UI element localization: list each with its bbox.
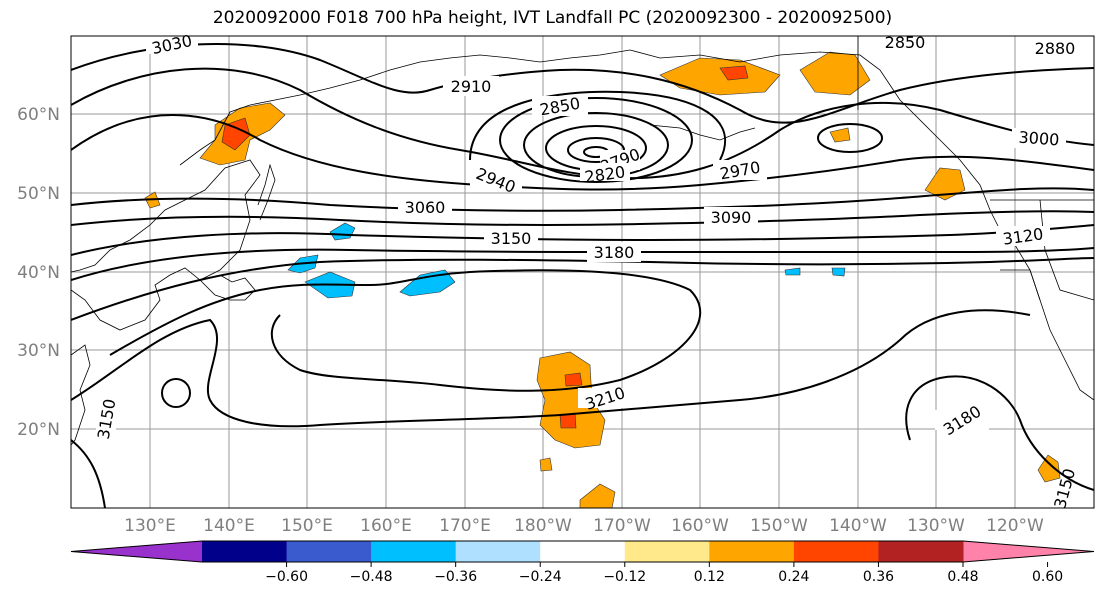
lat-label: 20°N (17, 420, 60, 440)
ivt-negative-region (329, 222, 356, 241)
ivt-shading (144, 51, 1061, 508)
ivt-negative-region (831, 267, 846, 277)
colorbar-outline (70, 540, 1095, 563)
contour-label: 3150 (491, 229, 532, 248)
contour-label: 3180 (940, 402, 985, 440)
lat-label: 30°N (17, 341, 60, 361)
lon-axis: 130°E 140°E 150°E 160°E 170°E 180°W 170°… (124, 516, 1044, 536)
colorbar-segment (709, 541, 795, 562)
lon-label: 150°W (750, 516, 808, 536)
ivt-strong-region (564, 372, 583, 387)
lon-label: 120°W (986, 516, 1044, 536)
map-frame (70, 35, 1095, 509)
contour-label: 2940 (473, 164, 518, 197)
ivt-negative-region (784, 267, 801, 276)
contour-label: 2880 (1035, 39, 1076, 58)
ivt-positive-region (1037, 454, 1061, 483)
contour-label: 2850 (885, 33, 926, 52)
colorbar-tick-label: −0.24 (519, 569, 562, 585)
colorbar-tick-label: −0.60 (265, 569, 308, 585)
colorbar-tick-label: −0.12 (603, 569, 646, 585)
lon-label: 160°E (360, 516, 412, 536)
colorbar-segment (878, 541, 964, 562)
contour-label: 3060 (405, 198, 446, 217)
lon-label: 160°W (671, 516, 729, 536)
contour-labels: 3030 2910 2850 2790 2820 2970 2940 2880 … (94, 31, 1082, 511)
contour-label: 3000 (1018, 128, 1060, 150)
lon-label: 170°W (593, 516, 651, 536)
ivt-negative-region (399, 269, 456, 297)
contour-label: 3090 (711, 208, 752, 227)
lon-label: 150°E (281, 516, 333, 536)
colorbar-tick-label: 0.36 (863, 569, 894, 585)
lat-label: 50°N (17, 184, 60, 204)
colorbar-tick-label: −0.48 (350, 569, 393, 585)
ivt-positive-region (536, 351, 606, 449)
lon-label: 180°W (514, 516, 572, 536)
colorbar-segment (540, 541, 626, 562)
ivt-strong-region (719, 65, 749, 81)
colorbar-tick-label: 0.12 (694, 569, 725, 585)
ivt-positive-region (924, 167, 966, 201)
map-title: 2020092000 F018 700 hPa height, IVT Land… (212, 8, 893, 28)
colorbar-segment (286, 541, 372, 562)
lat-axis: 60°N 50°N 40°N 30°N 20°N (17, 105, 60, 440)
colorbar-segment (202, 541, 288, 562)
colorbar-segment (371, 541, 457, 562)
ivt-positive-region (829, 127, 851, 143)
ivt-positive-region (539, 457, 553, 472)
colorbar-tick-label: −0.36 (434, 569, 477, 585)
lat-label: 40°N (17, 263, 60, 283)
colorbar-segment (793, 541, 879, 562)
lon-label: 130°E (124, 516, 176, 536)
colorbar-tick-label: 0.24 (778, 569, 809, 585)
lon-label: 130°W (907, 516, 965, 536)
colorbar-extend-high (963, 541, 1094, 562)
ivt-positive-region (659, 57, 781, 96)
lon-label: 140°W (829, 516, 887, 536)
colorbar-segment (455, 541, 541, 562)
colorbar-tick-label: 0.48 (947, 569, 978, 585)
colorbar-extend-low (71, 541, 202, 562)
colorbar-segment (624, 541, 710, 562)
contour-label: 2910 (451, 77, 492, 96)
contour-label: 3180 (594, 243, 635, 262)
lon-label: 170°E (439, 516, 491, 536)
colorbar-tick-label: 0.60 (1032, 569, 1063, 585)
colorbar: −0.60 −0.48 −0.36 −0.24 −0.12 0.12 0.24 0.36 0.4… (70, 540, 1095, 585)
ivt-positive-region (579, 483, 616, 508)
ivt-positive-region (799, 51, 871, 96)
lat-label: 60°N (17, 105, 60, 125)
lon-label: 140°E (203, 516, 255, 536)
